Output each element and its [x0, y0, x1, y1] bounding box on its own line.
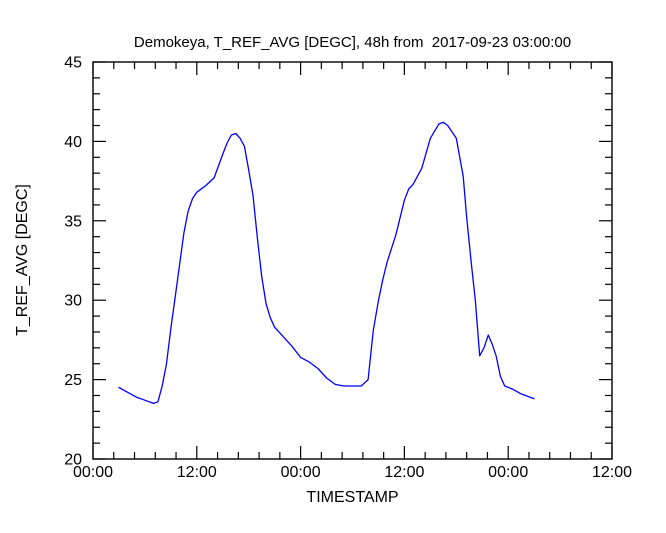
axis-ticks	[92, 61, 613, 460]
y-tick-label: 35	[64, 213, 82, 230]
y-tick-label: 25	[64, 372, 82, 389]
temperature-line	[118, 121, 535, 405]
plot-border	[92, 61, 613, 460]
x-axis-title: TIMESTAMP	[306, 489, 398, 506]
x-tick-label: 12:00	[177, 464, 217, 481]
x-tick-label: 12:00	[384, 464, 424, 481]
x-tick-label: 00:00	[488, 464, 528, 481]
x-tick-label: 00:00	[281, 464, 321, 481]
x-tick-label: 12:00	[592, 464, 632, 481]
x-tick-label: 00:00	[73, 464, 113, 481]
tick-labels: 00:00 12:00 00:00 12:00 00:00 12:00 20 25 30 35 40…	[64, 55, 632, 482]
y-tick-label: 20	[64, 452, 82, 469]
chart-title: Demokeya, T_REF_AVG [DEGC], 48h from 201…	[134, 34, 571, 51]
y-tick-label: 45	[64, 55, 82, 72]
y-axis-title: T_REF_AVG [DEGC]	[14, 184, 31, 336]
y-tick-label: 40	[64, 134, 82, 151]
y-tick-label: 30	[64, 293, 82, 310]
